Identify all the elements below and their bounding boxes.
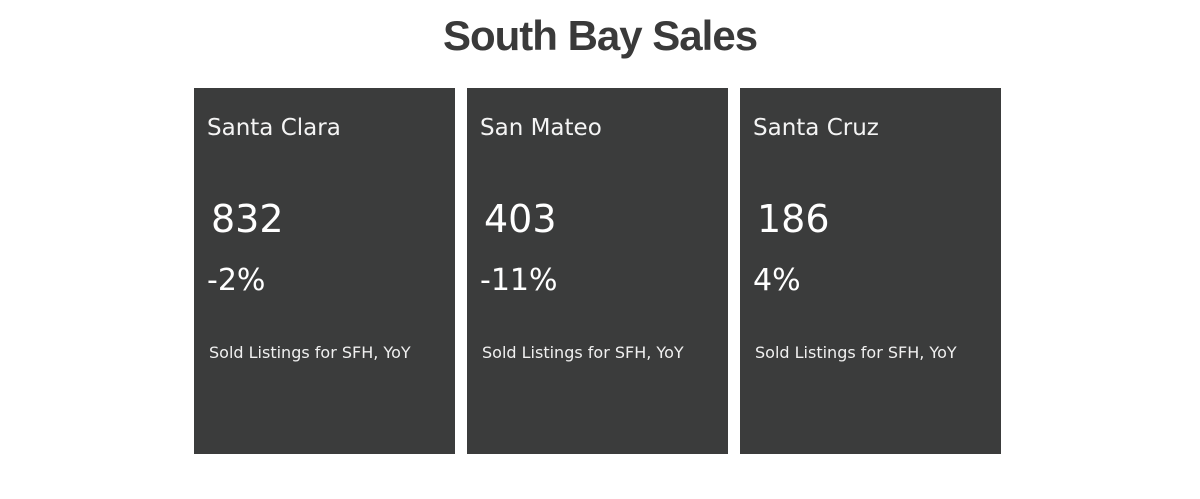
sales-card-santa-clara: Santa Clara 832 -2% Sold Listings for SF… [194, 88, 455, 454]
card-region-name: Santa Clara [207, 115, 341, 141]
card-sold-count: 403 [484, 197, 557, 241]
page-title: South Bay Sales [442, 12, 758, 59]
card-sold-count: 186 [757, 197, 830, 241]
card-caption: Sold Listings for SFH, YoY [755, 343, 957, 362]
sales-card-santa-cruz: Santa Cruz 186 4% Sold Listings for SFH,… [740, 88, 1001, 454]
card-yoy-change: 4% [753, 263, 801, 298]
card-yoy-change: -2% [207, 263, 266, 298]
card-region-name: Santa Cruz [753, 115, 879, 141]
card-sold-count: 832 [211, 197, 284, 241]
card-region-name: San Mateo [480, 115, 602, 141]
sales-card-san-mateo: San Mateo 403 -11% Sold Listings for SFH… [467, 88, 728, 454]
card-yoy-change: -11% [480, 263, 558, 298]
card-caption: Sold Listings for SFH, YoY [209, 343, 411, 362]
card-caption: Sold Listings for SFH, YoY [482, 343, 684, 362]
